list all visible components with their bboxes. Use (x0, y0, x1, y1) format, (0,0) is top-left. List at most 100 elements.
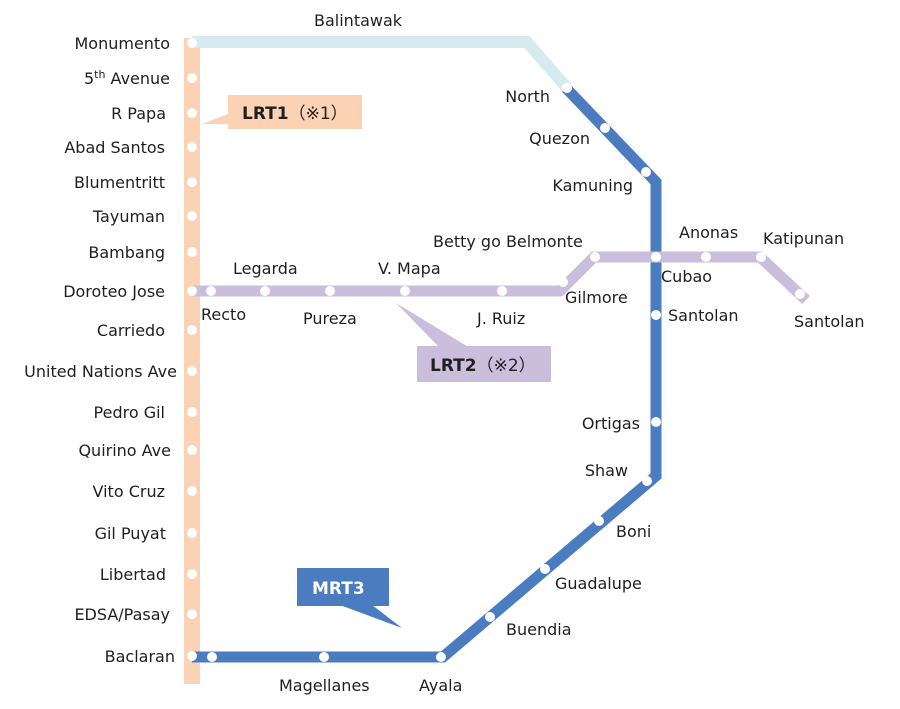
station-dot-kamuning[interactable] (641, 167, 651, 177)
mrt3-line (192, 84, 662, 663)
label-j-ruiz: J. Ruiz (476, 309, 525, 328)
station-dot-pureza[interactable] (325, 286, 335, 296)
station-dot-ortigas[interactable] (651, 417, 661, 427)
station-dot-katipunan[interactable] (756, 252, 766, 262)
label-cubao: Cubao (661, 267, 712, 286)
label-fifth-avenue-num: 5 (84, 69, 94, 88)
label-quezon: Quezon (529, 129, 590, 148)
label-fifth-avenue-rest: Avenue (105, 69, 170, 88)
station-dot-edsa-pasay[interactable] (187, 609, 197, 619)
mrt3-callout-text: MRT3 (312, 579, 365, 599)
label-libertad: Libertad (100, 565, 166, 584)
label-ayala: Ayala (419, 676, 462, 695)
label-kamuning: Kamuning (552, 176, 633, 195)
label-pureza: Pureza (303, 309, 357, 328)
station-dot-recto[interactable] (206, 286, 216, 296)
label-fifth-avenue-sup: th (94, 68, 105, 81)
station-dot-quezon[interactable] (600, 123, 610, 133)
station-dot-magellanes[interactable] (319, 652, 329, 662)
station-dot-buendia[interactable] (485, 612, 495, 622)
label-united-nations: United Nations Ave (24, 362, 177, 381)
label-katipunan: Katipunan (763, 229, 844, 248)
label-recto: Recto (201, 305, 246, 324)
station-dot-tayuman[interactable] (187, 211, 197, 221)
label-ortigas: Ortigas (582, 414, 640, 433)
station-dot-north[interactable] (562, 83, 572, 93)
label-santolan-mrt: Santolan (668, 306, 739, 325)
label-santolan-lrt2: Santolan (794, 312, 865, 331)
label-gil-puyat: Gil Puyat (95, 524, 166, 543)
label-blumentritt: Blumentritt (74, 173, 165, 192)
label-abad-santos: Abad Santos (64, 138, 165, 157)
label-monumento: Monumento (74, 34, 170, 53)
station-dot-cubao[interactable] (651, 252, 661, 262)
label-vito-cruz: Vito Cruz (93, 482, 165, 501)
label-legarda: Legarda (233, 259, 298, 278)
station-dot-fifth-avenue[interactable] (187, 73, 197, 83)
mrt3-callout-box (297, 568, 389, 606)
lrt2-callout-text: LRT2（※2） (430, 356, 536, 376)
station-dot-carriedo[interactable] (187, 325, 197, 335)
station-dot-santolan-lrt2[interactable] (795, 289, 805, 299)
lrt1-callout-pointer (202, 114, 228, 124)
station-dot-libertad[interactable] (187, 569, 197, 579)
label-edsa-pasay: EDSA/Pasay (74, 605, 170, 624)
lrt1-line (184, 38, 200, 684)
station-dot-betty-go[interactable] (590, 252, 600, 262)
station-dot-j-ruiz[interactable] (497, 286, 507, 296)
label-r-papa: R Papa (111, 104, 166, 123)
station-dot-doroteo-jose[interactable] (187, 286, 197, 296)
station-dot-v-mapa[interactable] (400, 286, 410, 296)
lrt2-callout-pointer (396, 303, 470, 348)
label-buendia: Buendia (506, 620, 572, 639)
lrt2-callout: LRT2（※2） (396, 303, 551, 382)
lrt1-extension-line (192, 36, 572, 92)
station-dot-legarda[interactable] (260, 286, 270, 296)
label-baclaran: Baclaran (105, 647, 175, 666)
station-dot-baclaran[interactable] (187, 651, 197, 661)
station-dot-shaw[interactable] (642, 476, 652, 486)
label-anonas: Anonas (679, 223, 738, 242)
station-dot-ayala[interactable] (436, 652, 446, 662)
station-dot-santolan-mrt[interactable] (651, 310, 661, 320)
lrt2-label-main: LRT2 (430, 356, 477, 376)
label-guadalupe: Guadalupe (555, 574, 642, 593)
label-gilmore: Gilmore (565, 288, 628, 307)
lrt1-callout-text: LRT1（※1） (242, 104, 348, 124)
lrt1-label-note: （※1） (289, 104, 348, 124)
lrt1-callout: LRT1（※1） (202, 95, 362, 129)
label-carriedo: Carriedo (97, 321, 165, 340)
station-dot-blumentritt[interactable] (187, 177, 197, 187)
station-dot-r-papa[interactable] (187, 108, 197, 118)
station-dot-gilmore[interactable] (558, 277, 568, 287)
station-dot-abad-santos[interactable] (187, 142, 197, 152)
label-bambang: Bambang (88, 243, 165, 262)
label-north: North (505, 87, 550, 106)
label-magellanes: Magellanes (279, 676, 370, 695)
label-pedro-gil: Pedro Gil (94, 403, 165, 422)
label-boni: Boni (616, 522, 651, 541)
station-dot-taft[interactable] (207, 652, 217, 662)
station-dot-united-nations[interactable] (187, 366, 197, 376)
mrt3-callout-pointer (340, 605, 402, 628)
label-fifth-avenue: 5th Avenue (84, 68, 170, 88)
station-dot-guadalupe[interactable] (540, 564, 550, 574)
station-dot-boni[interactable] (594, 516, 604, 526)
station-dot-quirino[interactable] (187, 445, 197, 455)
lrt1-labels: Monumento 5th Avenue R Papa Abad Santos … (24, 34, 177, 666)
station-dot-bambang[interactable] (187, 247, 197, 257)
station-dot-pedro-gil[interactable] (187, 407, 197, 417)
lrt2-callout-box (417, 346, 551, 382)
station-dot-vito-cruz[interactable] (187, 486, 197, 496)
label-betty-go: Betty go Belmonte (433, 232, 583, 251)
lrt2-label-note: （※2） (477, 356, 536, 376)
station-dot-gil-puyat[interactable] (187, 528, 197, 538)
lrt1-label-main: LRT1 (242, 104, 289, 124)
lrt1-callout-box (228, 95, 362, 129)
station-dot-anonas[interactable] (701, 252, 711, 262)
station-dot-monumento[interactable] (187, 38, 197, 48)
label-shaw: Shaw (585, 461, 628, 480)
label-balintawak: Balintawak (314, 11, 403, 30)
label-v-mapa: V. Mapa (378, 259, 441, 278)
